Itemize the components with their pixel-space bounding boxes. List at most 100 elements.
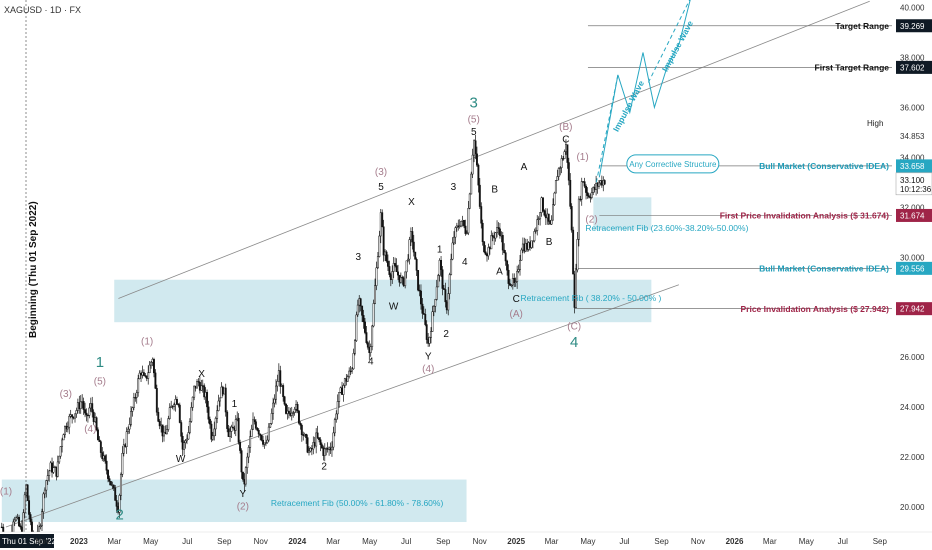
wave-label: 3 — [470, 94, 478, 111]
price-candle-body — [382, 226, 385, 256]
price-candle-body — [292, 412, 295, 414]
price-candle-body — [553, 192, 556, 205]
price-candle-body — [15, 517, 18, 521]
price-candle-body — [257, 429, 260, 435]
price-candle-body — [115, 500, 118, 507]
level-price-box — [896, 261, 932, 275]
time-tick-label: 2024 — [288, 537, 306, 546]
price-candle-body — [454, 227, 457, 238]
price-candle-body — [424, 314, 427, 325]
level-label: First Price Invalidation Analysis ($ 31.… — [720, 211, 889, 221]
price-candle-body — [477, 164, 480, 186]
price-candle-body — [300, 424, 303, 435]
price-candle-body — [88, 407, 91, 416]
price-candle-body — [432, 305, 435, 312]
price-candle-body — [244, 467, 247, 485]
price-candle-body — [537, 218, 540, 220]
price-candle-body — [316, 432, 319, 438]
price-candle-body — [196, 381, 198, 389]
price-candle-body — [543, 210, 546, 216]
price-candle-body — [250, 428, 253, 437]
price-candle-body — [108, 478, 111, 482]
wave-label: X — [408, 197, 415, 208]
price-candle-body — [296, 404, 299, 412]
wave-label: 2 — [443, 329, 449, 340]
price-candle-body — [560, 158, 563, 168]
wave-label: (4) — [422, 364, 434, 375]
price-candle-body — [323, 448, 326, 456]
price-candle-body — [484, 251, 487, 255]
price-candle-body — [135, 392, 138, 398]
price-tick-label: 22.000 — [900, 453, 925, 462]
price-candle-body — [242, 471, 244, 480]
price-tick-label: 26.000 — [900, 353, 925, 362]
wave-label: (2) — [237, 502, 249, 513]
price-candle-body — [158, 421, 161, 427]
price-candle-body — [510, 284, 513, 287]
level-price-box — [896, 159, 932, 173]
wave-label: 4 — [462, 257, 468, 268]
price-candle-body — [167, 418, 170, 430]
countdown-label: 10:12:36 — [900, 185, 932, 194]
time-tick-label: May — [362, 537, 377, 546]
price-candle-body — [388, 266, 391, 275]
price-candle-body — [19, 525, 22, 528]
price-axis[interactable]: 20.00022.00024.00026.00028.00030.00032.0… — [867, 0, 932, 550]
price-candle-body — [372, 303, 375, 327]
price-candle-body — [590, 192, 593, 198]
wave-label: 1 — [96, 354, 104, 371]
price-candle-body — [66, 426, 69, 430]
price-candle-body — [519, 259, 521, 270]
price-candle-body — [471, 154, 474, 175]
price-candle-body — [18, 516, 20, 527]
price-candle-body — [211, 435, 214, 440]
price-candle-body — [442, 288, 445, 290]
fib-zone — [593, 197, 652, 230]
time-cursor-label: Thu 01 Sep '22 — [2, 537, 57, 546]
price-candle-body — [216, 410, 219, 419]
price-candle-body — [451, 242, 454, 260]
price-tick-label: 40.000 — [900, 3, 925, 12]
price-candle-body — [586, 192, 589, 196]
wave-label: Y — [240, 489, 247, 500]
time-tick-label: Mar — [326, 537, 340, 546]
wave-label: A — [521, 162, 528, 173]
wave-label: W — [389, 302, 399, 313]
price-candle-body — [444, 289, 447, 303]
price-candle-body — [474, 140, 477, 155]
price-candle-body — [254, 421, 257, 429]
price-candle-body — [262, 439, 265, 445]
price-candle-body — [587, 195, 590, 198]
wave-label: B — [546, 237, 553, 248]
price-candle-body — [253, 419, 256, 422]
price-candle-body — [539, 212, 542, 220]
price-candle-body — [351, 368, 354, 372]
price-candle-body — [42, 493, 45, 512]
price-candle-body — [260, 434, 263, 441]
price-candle-body — [580, 181, 583, 200]
price-candle-body — [507, 269, 510, 284]
price-candle-body — [270, 413, 273, 424]
wave-label: 2 — [321, 462, 327, 473]
price-candle-body — [381, 212, 384, 228]
price-candle-body — [430, 331, 432, 338]
price-candle-body — [275, 385, 277, 400]
wave-label: (A) — [510, 309, 523, 320]
price-candle-body — [434, 299, 437, 307]
price-candle-body — [165, 429, 168, 435]
price-candle-body — [520, 249, 523, 261]
price-candle-body — [197, 381, 200, 383]
price-candle-body — [536, 219, 539, 231]
wave-label: B — [491, 184, 498, 195]
price-candle-body — [217, 400, 220, 411]
price-candle-body — [506, 260, 509, 271]
price-candle-body — [269, 423, 272, 428]
time-tick-label: Nov — [254, 537, 268, 546]
price-candle-body — [494, 232, 497, 239]
price-candle-body — [175, 399, 178, 405]
price-tick-label: 32.000 — [900, 203, 925, 212]
price-candle-body — [168, 407, 171, 419]
